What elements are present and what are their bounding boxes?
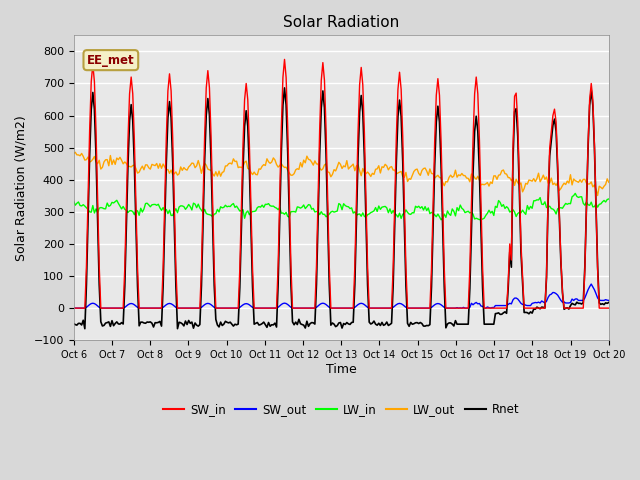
SW_in <box>70 305 77 311</box>
LW_out <box>189 160 197 166</box>
SW_out <box>188 305 196 311</box>
SW_out <box>514 296 522 302</box>
LW_in <box>370 208 378 214</box>
LW_in <box>230 201 237 206</box>
Rnet <box>189 325 197 331</box>
Text: EE_met: EE_met <box>87 54 134 67</box>
Line: Rnet: Rnet <box>74 88 609 329</box>
SW_in <box>605 305 612 311</box>
LW_in <box>572 191 579 196</box>
LW_in <box>76 203 84 208</box>
Line: LW_out: LW_out <box>74 152 609 195</box>
Rnet <box>231 322 239 327</box>
Line: SW_in: SW_in <box>74 60 609 308</box>
SW_in <box>515 177 523 182</box>
LW_out <box>515 181 523 187</box>
LW_out <box>372 167 380 172</box>
LW_in <box>515 210 523 216</box>
Rnet <box>70 321 77 326</box>
SW_in <box>188 305 196 311</box>
SW_in <box>230 305 237 311</box>
SW_in <box>281 57 289 62</box>
LW_out <box>605 180 612 185</box>
Line: LW_in: LW_in <box>74 193 609 220</box>
Rnet <box>373 322 381 328</box>
SW_in <box>509 145 517 151</box>
SW_out <box>370 305 378 311</box>
LW_out <box>72 149 79 155</box>
LW_out <box>594 192 602 198</box>
LW_out <box>70 151 77 156</box>
SW_out <box>508 301 515 307</box>
SW_in <box>372 305 380 311</box>
LW_out <box>509 175 517 180</box>
Rnet <box>517 249 525 255</box>
Legend: SW_in, SW_out, LW_in, LW_out, Rnet: SW_in, SW_out, LW_in, LW_out, Rnet <box>158 398 525 420</box>
SW_out <box>230 305 237 311</box>
Rnet <box>605 300 612 305</box>
LW_out <box>231 158 239 164</box>
LW_in <box>605 196 612 202</box>
SW_out <box>605 298 612 303</box>
Line: SW_out: SW_out <box>74 284 609 308</box>
Rnet <box>511 109 518 115</box>
Title: Solar Radiation: Solar Radiation <box>283 15 399 30</box>
Rnet <box>76 321 84 326</box>
SW_in <box>76 305 84 311</box>
SW_out <box>76 305 84 311</box>
X-axis label: Time: Time <box>326 363 356 376</box>
LW_in <box>188 207 196 213</box>
LW_in <box>509 207 517 213</box>
LW_out <box>78 151 86 156</box>
SW_out <box>588 281 595 287</box>
LW_in <box>437 217 445 223</box>
LW_in <box>70 198 77 204</box>
SW_out <box>70 305 77 311</box>
Y-axis label: Solar Radiation (W/m2): Solar Radiation (W/m2) <box>15 115 28 261</box>
Rnet <box>281 85 289 91</box>
Rnet <box>81 326 89 332</box>
